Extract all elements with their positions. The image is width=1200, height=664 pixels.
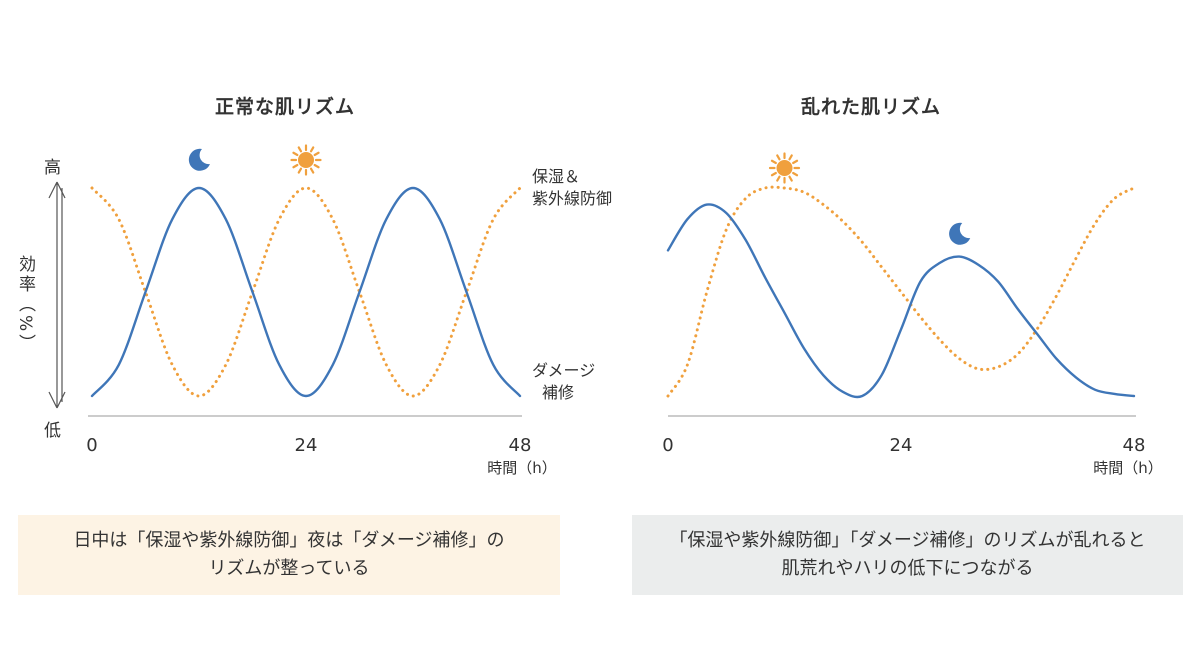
y-axis-high-label: 高 xyxy=(44,158,61,178)
sun-icon xyxy=(768,152,801,184)
x-axis-unit-label: 時間（h） xyxy=(1093,459,1163,477)
sun-ray xyxy=(309,146,315,153)
series-label-repair-line2: 補修 xyxy=(542,383,575,402)
sun-ray xyxy=(297,146,303,153)
caption-disrupted-line1: 「保湿や紫外線防御」「ダメージ補修」のリズムが乱れると xyxy=(669,530,1146,551)
chart-normal-svg: 0 24 48 時間（h） xyxy=(48,144,557,477)
series-label-repair-line1: ダメージ xyxy=(532,361,596,380)
sun-disc xyxy=(776,160,793,176)
x-tick-label: 0 xyxy=(662,435,673,456)
series-label-protect-line1: 保湿＆ xyxy=(532,167,581,186)
sun-ray xyxy=(788,175,793,182)
sun-icon xyxy=(290,144,322,176)
chart-title: 正常な肌リズム xyxy=(215,96,356,118)
series-line-repair xyxy=(666,203,1136,399)
sun-ray xyxy=(776,154,781,161)
y-axis-low-label: 低 xyxy=(44,421,61,441)
chart-title: 乱れた肌リズム xyxy=(801,96,942,118)
moon-icon-shape xyxy=(188,148,210,171)
y-axis-label: 効率（%） xyxy=(15,255,35,355)
x-tick-label: 48 xyxy=(509,435,532,456)
caption-normal-line2: リズムが整っている xyxy=(208,558,370,579)
sun-ray xyxy=(309,167,315,174)
x-axis-unit-label: 時間（h） xyxy=(487,459,557,477)
sun-ray xyxy=(770,171,777,177)
caption-disrupted: 「保湿や紫外線防御」「ダメージ補修」のリズムが乱れると 肌荒れやハリの低下につな… xyxy=(632,515,1183,595)
chart-panel-normal: 正常な肌リズム 0 24 48 時間（h） 高 低 効率（%） 保湿＆ 紫外線防御 ダ… xyxy=(15,96,612,595)
series-line-protect xyxy=(666,185,1136,398)
sun-ray xyxy=(792,171,799,177)
chart-disrupted-svg: 0 24 48 時間（h） xyxy=(662,152,1163,477)
sun-ray xyxy=(788,154,793,161)
x-tick-label: 24 xyxy=(295,435,318,456)
series-line-protect xyxy=(90,186,522,398)
chart-panel-disrupted: 乱れた肌リズム 0 24 48 時間（h） 「保湿や紫外線防御」「ダメージ補修」のリズ… xyxy=(600,0,1200,664)
sun-ray xyxy=(292,163,299,169)
moon-icon xyxy=(949,222,971,245)
series-label-repair: ダメージ 補修 xyxy=(532,360,595,404)
series-label-protect-line2: 紫外線防御 xyxy=(532,189,613,208)
caption-normal-line1: 日中は「保湿や紫外線防御」夜は「ダメージ補修」の xyxy=(73,530,505,551)
sun-ray xyxy=(792,159,799,165)
x-tick-label: 0 xyxy=(86,435,97,456)
x-tick-label: 48 xyxy=(1123,435,1146,456)
sun-ray xyxy=(770,159,777,165)
y-axis-arrow xyxy=(48,181,66,409)
series-line-repair xyxy=(90,186,522,398)
moon-icon xyxy=(188,148,210,171)
series-label-protect: 保湿＆ 紫外線防御 xyxy=(532,166,612,210)
caption-normal: 日中は「保湿や紫外線防御」夜は「ダメージ補修」の リズムが整っている xyxy=(18,515,560,595)
sun-ray xyxy=(313,163,320,169)
sun-ray xyxy=(297,167,303,174)
sun-disc xyxy=(298,152,314,168)
moon-icon-shape xyxy=(949,222,971,245)
sun-ray xyxy=(292,151,299,157)
x-tick-label: 24 xyxy=(890,435,913,456)
sun-ray xyxy=(776,175,781,182)
sun-ray xyxy=(313,151,320,157)
caption-disrupted-line2: 肌荒れやハリの低下につながる xyxy=(781,558,1034,579)
